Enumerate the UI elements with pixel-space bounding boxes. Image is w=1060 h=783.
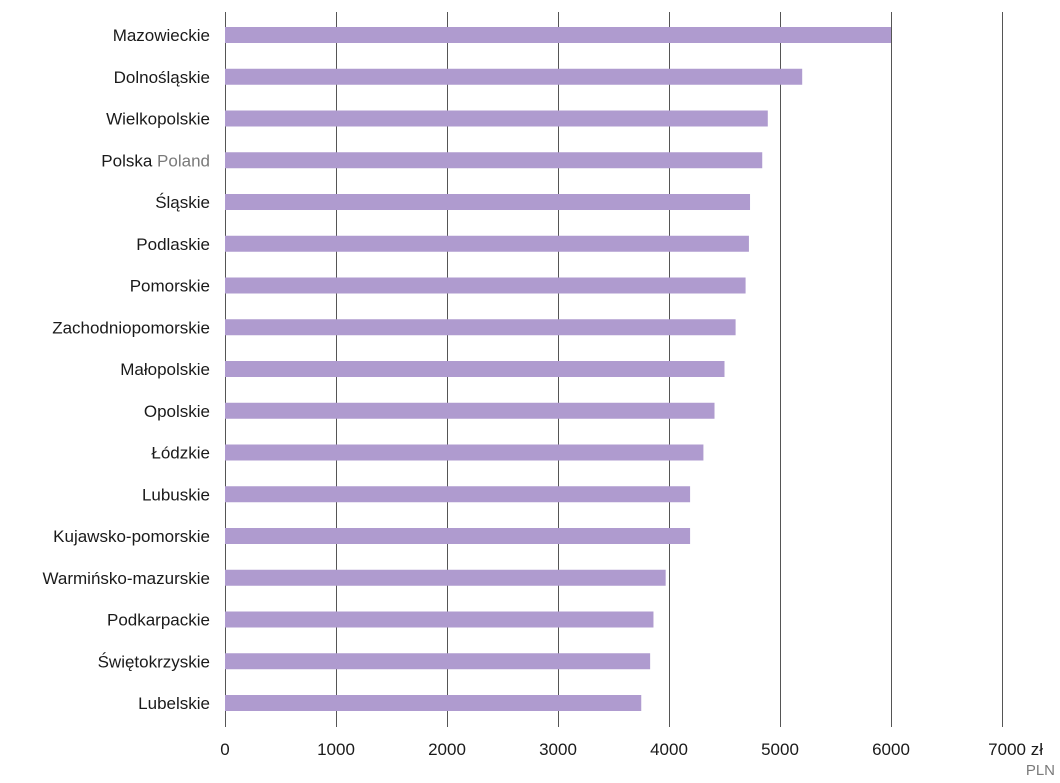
bar-lubelskie [225,695,642,711]
category-label-mazowieckie: Mazowieckie [113,26,210,45]
x-unit-english: PLN [1026,762,1055,779]
category-label-lubuskie: Lubuskie [142,485,210,504]
x-tick-label-0: 0 [220,740,229,759]
bar-mazowieckie [225,27,891,43]
category-label-wielkopolskie: Wielkopolskie [106,110,210,129]
bar-lubuskie [225,486,691,503]
category-label-podkarpackie: Podkarpackie [107,611,210,630]
category-labels: Mazowieckie Dolnośląskie Wielkopolskie Pols… [42,26,210,713]
bar-wielkopolskie [225,110,768,127]
x-tick-label-6000: 6000 [872,740,910,759]
bar-dolnoslaskie [225,68,803,85]
category-label-opolskie: Opolskie [144,402,210,421]
category-label-zachodniopomorskie: Zachodniopomorskie [52,318,210,337]
category-label-podlaskie: Podlaskie [136,235,210,254]
bar-podkarpackie [225,611,654,628]
category-label-kujawsko-pomorskie: Kujawsko-pomorskie [53,527,210,546]
x-tick-label-5000: 5000 [761,740,799,759]
category-label-dolnoslaskie: Dolnośląskie [114,68,210,87]
bar-zachodniopomorskie [225,319,736,336]
bar-polska [225,152,763,169]
bar-swietokrzyskie [225,653,651,670]
category-label-pomorskie: Pomorskie [130,277,210,296]
bar-pomorskie [225,277,746,294]
x-tick-labels: 0 1000 2000 3000 4000 5000 6000 7000 zł PLN [220,740,1055,779]
bar-warminsko-mazurskie [225,569,666,586]
x-tick-label-4000: 4000 [650,740,688,759]
bar-podlaskie [225,235,749,252]
category-label-polska: Polska Poland [101,151,210,170]
x-tick-label-2000: 2000 [428,740,466,759]
category-label-malopolskie: Małopolskie [120,360,210,379]
bar-malopolskie [225,361,725,377]
bar-kujawsko-pomorskie [225,528,691,544]
bars [225,27,891,711]
x-tick-label-7000: 7000 zł [988,740,1043,759]
x-tick-label-3000: 3000 [539,740,577,759]
bar-opolskie [225,402,715,419]
category-label-swietokrzyskie: Świętokrzyskie [98,652,210,671]
bar-lodzkie [225,444,704,461]
category-label-lodzkie: Łódzkie [151,444,210,463]
bar-slaskie [225,194,751,210]
x-tick-label-1000: 1000 [317,740,355,759]
category-label-slaskie: Śląskie [155,193,210,212]
category-label-warminsko-mazurskie: Warmińsko-mazurskie [42,569,210,588]
category-label-lubelskie: Lubelskie [138,694,210,713]
